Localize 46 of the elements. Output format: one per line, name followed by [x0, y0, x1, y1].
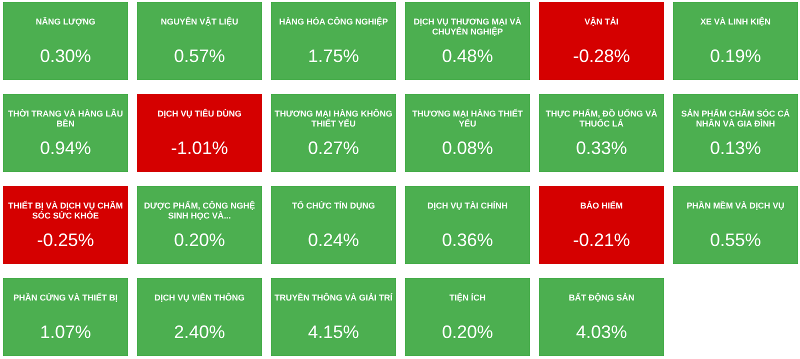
- data-label: 0.94%: [40, 138, 92, 158]
- category-label: PHẦN MỀM VÀ DỊCH VỤ: [686, 200, 784, 210]
- data-label: 0.08%: [442, 138, 494, 158]
- data-label: 0.24%: [308, 230, 360, 250]
- data-label: -0.21%: [572, 230, 630, 250]
- category-label: NGUYÊN VẬT LIỆU: [160, 16, 238, 26]
- data-label: 2.40%: [174, 322, 226, 342]
- data-label: 0.19%: [710, 46, 762, 66]
- data-label: 0.57%: [174, 46, 226, 66]
- category-label: DỊCH VỤ VIỄN THÔNG: [154, 292, 245, 302]
- category-label: THỜI TRANG VÀ HÀNG LÂU BỀN: [8, 108, 123, 128]
- category-label: DỊCH VỤ THƯƠNG MẠI VÀ CHUYÊN NGHIỆP: [414, 16, 522, 36]
- data-label: 1.75%: [308, 46, 360, 66]
- data-label: 0.55%: [710, 230, 762, 250]
- data-label: 1.07%: [40, 322, 92, 342]
- category-label: TỔ CHỨC TÍN DỤNG: [292, 200, 376, 210]
- data-label: 0.33%: [576, 138, 628, 158]
- data-label: 0.48%: [442, 46, 494, 66]
- data-label: 0.20%: [442, 322, 494, 342]
- data-label: -0.28%: [572, 46, 630, 66]
- category-label: XE VÀ LINH KIỆN: [700, 16, 771, 26]
- data-label: 4.03%: [576, 322, 628, 342]
- data-label: 0.20%: [174, 230, 226, 250]
- data-label: -1.01%: [170, 138, 228, 158]
- category-label: THƯƠNG MẠI HÀNG KHÔNG THIẾT YẾU: [274, 108, 393, 128]
- data-label: 0.36%: [442, 230, 494, 250]
- category-label: THỰC PHẨM, ĐỒ UỐNG VÀ THUỐC LÁ: [546, 108, 658, 128]
- category-label: NĂNG LƯỢNG: [36, 16, 96, 26]
- data-label: 0.30%: [40, 46, 92, 66]
- data-label: -0.25%: [36, 230, 94, 250]
- category-label: SẢN PHẨM CHĂM SÓC CÁ NHÂN VÀ GIA ĐÌNH: [681, 108, 790, 128]
- category-label: DỊCH VỤ TÀI CHÍNH: [427, 200, 508, 210]
- category-label: THƯƠNG MẠI HÀNG THIẾT YẾU: [412, 108, 524, 128]
- data-label: 0.13%: [710, 138, 762, 158]
- category-label: VẬN TẢI: [584, 16, 618, 26]
- category-label: DƯỢC PHẨM, CÔNG NGHỆ SINH HỌC VÀ...: [144, 200, 256, 220]
- category-label: TRUYỀN THÔNG VÀ GIẢI TRÍ: [274, 292, 394, 302]
- category-label: HÀNG HÓA CÔNG NGHIỆP: [279, 16, 388, 26]
- data-label: 4.15%: [308, 322, 360, 342]
- category-label: PHẦN CỨNG VÀ THIẾT BỊ: [13, 292, 118, 302]
- category-label: THIẾT BỊ VÀ DỊCH VỤ CHĂM SÓC SỨC KHỎE: [8, 200, 123, 220]
- category-label: DỊCH VỤ TIÊU DÙNG: [157, 108, 242, 118]
- category-label: TIỆN ÍCH: [449, 292, 486, 302]
- category-label: BẤT ĐỘNG SẢN: [568, 292, 634, 302]
- data-label: 0.27%: [308, 138, 360, 158]
- category-label: BẢO HIỂM: [580, 200, 623, 210]
